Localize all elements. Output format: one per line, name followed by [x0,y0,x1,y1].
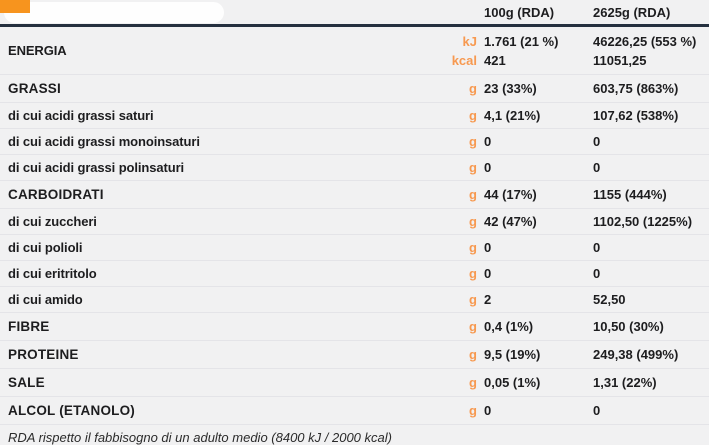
value-total: 0 [593,134,601,149]
unit-label: g [469,134,477,149]
unit-label: g [469,319,477,334]
nutrient-label: di cui zuccheri [8,214,97,229]
value-total: 0 [593,240,601,255]
nutrient-label: CARBOIDRATI [8,187,104,202]
unit-kj: kJ [462,33,477,49]
value-total: 1155 (444%) [593,187,667,202]
value-total-kcal: 11051,25 [593,52,647,68]
row-sale: SALE g 0,05 (1%) 1,31 (22%) [0,369,709,397]
nutrient-label: ENERGIA [8,43,67,58]
value-total: 10,50 (30%) [593,319,664,334]
row-grassi-monoinsaturi: di cui acidi grassi monoinsaturi g 0 0 [0,129,709,155]
value-100g: 0 [484,134,492,149]
value-100g: 0 [484,266,492,281]
nutrient-label: SALE [8,375,45,390]
value-total: 107,62 (538%) [593,108,679,123]
value-total: 1,31 (22%) [593,375,657,390]
unit-label: g [469,375,477,390]
row-proteine: PROTEINE g 9,5 (19%) 249,38 (499%) [0,341,709,369]
row-energia: ENERGIA kJ kcal 1.761 (21 %) 421 46226,2… [0,27,709,75]
unit-label: kJ kcal [437,32,477,70]
row-amido: di cui amido g 2 52,50 [0,287,709,313]
row-alcol: ALCOL (ETANOLO) g 0 0 [0,397,709,425]
row-eritritolo: di cui eritritolo g 0 0 [0,261,709,287]
table-header-row: 100g (RDA) 2625g (RDA) [0,0,709,27]
unit-label: g [469,292,477,307]
value-100g: 23 (33%) [484,81,537,96]
unit-label: g [469,108,477,123]
column-header-100g: 100g (RDA) [484,4,555,20]
value-total: 0 [593,266,601,281]
value-100g-kcal: 421 [484,52,506,68]
nutrient-label: di cui acidi grassi saturi [8,108,154,123]
row-grassi: GRASSI g 23 (33%) 603,75 (863%) [0,75,709,103]
unit-label: g [469,266,477,281]
row-fibre: FIBRE g 0,4 (1%) 10,50 (30%) [0,313,709,341]
value-total-kj: 46226,25 (553 %) [593,33,697,49]
row-carboidrati: CARBOIDRATI g 44 (17%) 1155 (444%) [0,181,709,209]
unit-label: g [469,240,477,255]
row-grassi-saturi: di cui acidi grassi saturi g 4,1 (21%) 1… [0,103,709,129]
unit-label: g [469,187,477,202]
value-100g: 0 [484,160,492,175]
nutrient-label: di cui polioli [8,240,83,255]
unit-label: g [469,403,477,418]
value-total: 249,38 (499%) [593,347,679,362]
value-total: 0 [593,403,601,418]
nutrient-label: ALCOL (ETANOLO) [8,403,135,418]
value-total: 46226,25 (553 %) 11051,25 [593,32,709,70]
unit-kcal: kcal [451,52,477,68]
corner-orange-marker [0,0,30,13]
header-highlight-blob [4,2,224,23]
column-header-2625g: 2625g (RDA) [593,4,671,20]
unit-label: g [469,81,477,96]
row-grassi-polinsaturi: di cui acidi grassi polinsaturi g 0 0 [0,155,709,181]
value-100g: 4,1 (21%) [484,108,541,123]
value-100g: 0 [484,240,492,255]
nutrient-label: di cui acidi grassi polinsaturi [8,160,185,175]
value-total: 52,50 [593,292,626,307]
value-100g: 9,5 (19%) [484,347,541,362]
value-total: 0 [593,160,601,175]
unit-label: g [469,214,477,229]
value-total: 603,75 (863%) [593,81,679,96]
row-polioli: di cui polioli g 0 0 [0,235,709,261]
value-100g: 0 [484,403,492,418]
rda-footnote: RDA rispetto il fabbisogno di un adulto … [8,430,392,445]
nutrient-label: di cui amido [8,292,83,307]
unit-label: g [469,347,477,362]
value-100g-kj: 1.761 (21 %) [484,33,559,49]
nutrient-label: GRASSI [8,81,61,96]
value-100g: 0,05 (1%) [484,375,541,390]
value-100g: 0,4 (1%) [484,319,534,334]
nutrient-label: di cui acidi grassi monoinsaturi [8,134,200,149]
unit-label: g [469,160,477,175]
value-100g: 2 [484,292,492,307]
value-100g: 44 (17%) [484,187,537,202]
nutrient-label: FIBRE [8,319,50,334]
nutrient-label: PROTEINE [8,347,79,362]
nutrient-label: di cui eritritolo [8,266,97,281]
row-zuccheri: di cui zuccheri g 42 (47%) 1102,50 (1225… [0,209,709,235]
value-total: 1102,50 (1225%) [593,214,693,229]
value-100g: 1.761 (21 %) 421 [477,32,593,70]
value-100g: 42 (47%) [484,214,537,229]
